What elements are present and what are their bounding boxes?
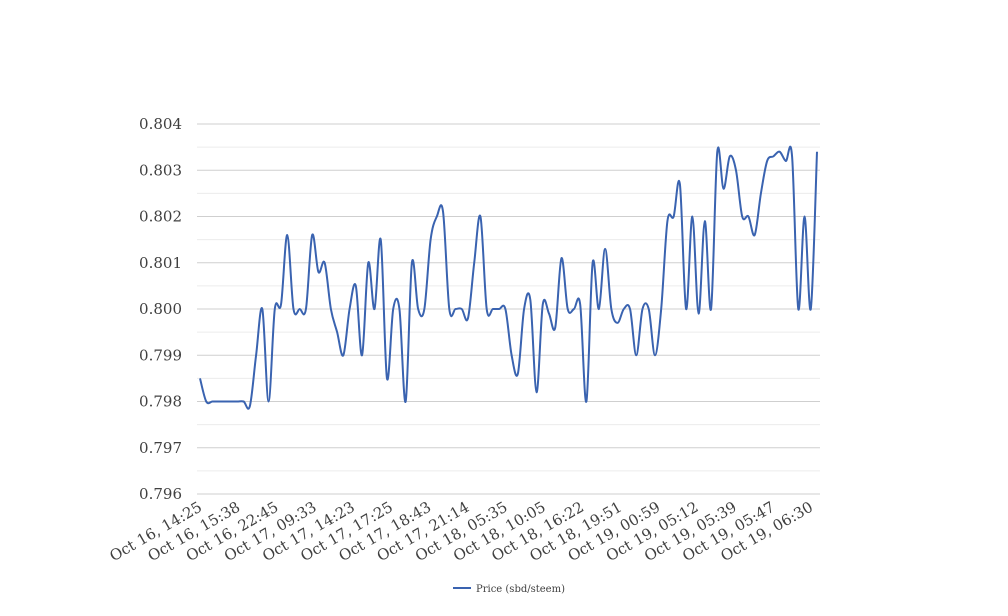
y-tick-label: 0.801 [139, 254, 182, 272]
y-tick-label: 0.796 [139, 485, 182, 503]
y-axis-ticks: 0.796 0.797 0.798 0.799 0.800 0.801 0.802 0.803… [139, 115, 182, 503]
y-tick-label: 0.802 [139, 208, 182, 226]
y-tick-label: 0.804 [139, 115, 182, 133]
legend-label-price: Price (sbd/steem) [476, 584, 565, 595]
y-tick-label: 0.803 [139, 161, 182, 179]
y-tick-label: 0.799 [139, 346, 182, 364]
y-tick-label: 0.798 [139, 393, 182, 411]
y-tick-label: 0.797 [139, 439, 182, 457]
series-line-price [199, 145, 818, 410]
legend: Price (sbd/steem) [453, 584, 565, 595]
series-lines [199, 145, 818, 410]
y-tick-label: 0.800 [139, 300, 182, 318]
